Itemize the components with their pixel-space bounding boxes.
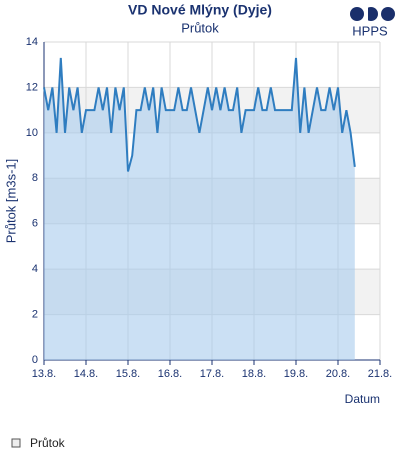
logo-dot — [381, 7, 395, 21]
y-tick-label: 4 — [32, 263, 38, 275]
y-tick-label: 10 — [26, 127, 38, 139]
x-tick-label: 19.8. — [284, 368, 308, 380]
chart-title: VD Nové Mlýny (Dyje) — [128, 2, 272, 18]
y-tick-label: 12 — [26, 81, 38, 93]
x-axis-label: Datum — [345, 392, 380, 406]
logo — [350, 6, 395, 22]
legend-label: Průtok — [30, 436, 66, 450]
x-tick-label: 14.8. — [74, 368, 98, 380]
chart-subtitle: Průtok — [181, 20, 219, 35]
x-tick-label: 13.8. — [32, 368, 56, 380]
y-tick-label: 0 — [32, 354, 38, 366]
x-tick-label: 18.8. — [242, 368, 266, 380]
y-axis-label: Průtok [m3s-1] — [3, 159, 18, 244]
x-tick-label: 15.8. — [116, 368, 140, 380]
line — [43, 57, 356, 172]
area — [44, 57, 355, 361]
brand: HPPS — [352, 23, 388, 38]
x-tick-label: 21.8. — [368, 368, 392, 380]
y-tick-label: 6 — [32, 218, 38, 230]
x-tick-label: 17.8. — [200, 368, 224, 380]
logo-gap — [364, 6, 368, 22]
y-tick-label: 2 — [32, 308, 38, 320]
logo-dot — [350, 7, 364, 21]
x-tick-label: 16.8. — [158, 368, 182, 380]
legend-swatch — [11, 438, 21, 448]
y-tick-label: 14 — [26, 36, 38, 48]
y-tick-label: 8 — [32, 172, 38, 184]
x-tick-label: 20.8. — [326, 368, 350, 380]
